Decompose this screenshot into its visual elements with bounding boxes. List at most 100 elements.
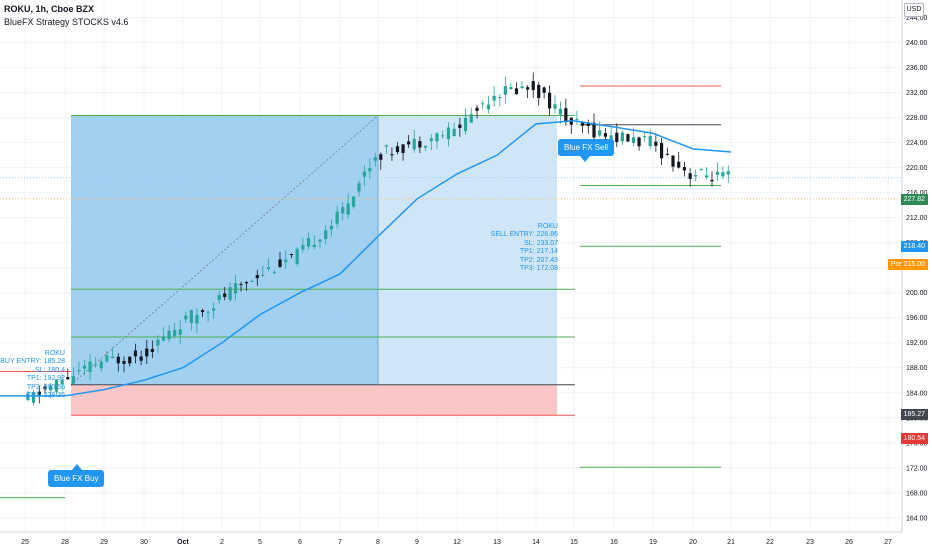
candle-body <box>609 135 613 141</box>
candle-body <box>654 141 658 146</box>
candle <box>446 122 451 147</box>
time-tick-label: 22 <box>766 539 774 546</box>
candle-body <box>379 154 383 160</box>
candle <box>390 147 394 161</box>
sell-info-line: ROKU <box>537 223 558 230</box>
candle-body <box>37 391 41 395</box>
candle-body <box>206 311 210 313</box>
candle-body <box>368 168 372 172</box>
candle <box>335 205 339 228</box>
candle <box>671 154 675 172</box>
candle <box>710 171 714 187</box>
time-tick-label: 9 <box>415 539 419 546</box>
candle-body <box>167 330 171 340</box>
candle-body <box>94 364 98 366</box>
candle <box>514 82 519 95</box>
candle <box>429 134 433 151</box>
candle-body <box>631 137 636 143</box>
candle <box>368 158 372 179</box>
candle <box>542 86 546 99</box>
sell-info-line: SL: 233.07 <box>524 239 558 247</box>
time-tick-label: 27 <box>884 539 892 546</box>
time-tick-label: 26 <box>845 539 853 546</box>
candle <box>289 253 294 259</box>
candle <box>88 353 92 381</box>
candle-body <box>526 87 530 90</box>
candle <box>558 101 563 124</box>
pre-market-tag: Pre 215.00 <box>887 259 928 270</box>
price-tick-label: 244.00 <box>906 15 928 22</box>
candle <box>498 93 502 107</box>
candle <box>94 357 98 368</box>
candle-body <box>77 370 81 372</box>
candle <box>423 145 428 151</box>
candle-body <box>458 124 462 128</box>
candle <box>384 144 388 154</box>
candle <box>435 132 439 149</box>
candle-body <box>721 172 725 177</box>
candle <box>128 356 132 367</box>
price-tick-label: 172.00 <box>906 465 928 472</box>
candle-body <box>469 114 473 123</box>
candle <box>395 142 400 155</box>
candle-body <box>592 122 596 138</box>
candle <box>233 274 238 301</box>
candle-body <box>671 155 675 167</box>
candle <box>637 136 641 151</box>
candle <box>37 385 41 404</box>
candle-body <box>357 183 361 192</box>
candle-body <box>704 175 709 178</box>
candle <box>105 351 109 364</box>
candle <box>715 162 720 181</box>
candle <box>654 133 658 152</box>
candle-body <box>200 310 205 312</box>
candle <box>329 219 334 237</box>
candle <box>122 356 126 373</box>
sell-info-line: TP3: 172.08 <box>519 265 558 273</box>
candle-body <box>49 385 53 391</box>
candle <box>82 359 87 376</box>
candle <box>195 308 199 333</box>
candle-body <box>250 280 254 282</box>
time-tick-label: 20 <box>689 539 697 546</box>
candle-body <box>244 281 249 284</box>
candle-body <box>26 393 30 401</box>
candle <box>412 129 416 153</box>
candle <box>212 302 216 319</box>
price-tick-label: 188.00 <box>906 365 928 372</box>
candle-body <box>659 143 664 159</box>
candle <box>357 180 361 197</box>
time-tick-label: 30 <box>140 539 148 546</box>
candle <box>324 225 328 245</box>
candle <box>531 72 535 99</box>
candle <box>407 135 411 148</box>
candle-body <box>351 196 356 207</box>
candle <box>145 339 149 365</box>
candle-body <box>278 259 282 267</box>
candle-body <box>161 336 166 341</box>
candle-body <box>60 379 64 385</box>
candle-body <box>82 365 87 369</box>
currency-button[interactable]: USD <box>904 3 924 17</box>
candle-body <box>498 97 502 99</box>
profit-extension-zone <box>378 115 557 385</box>
sell-info-line: SELL ENTRY: 226.86 <box>490 231 558 239</box>
stop-level-tag: 180.54 <box>900 433 928 444</box>
candle <box>206 310 210 322</box>
candle-body <box>446 127 451 140</box>
candle-body <box>133 350 138 357</box>
candle <box>278 251 282 269</box>
candle <box>54 379 59 395</box>
time-tick-label: 2 <box>220 539 224 546</box>
time-tick-label: 13 <box>493 539 501 546</box>
candle-body <box>217 294 221 301</box>
candle-body <box>452 128 456 137</box>
candle-body <box>715 171 720 175</box>
candle-body <box>710 179 714 182</box>
candle <box>469 107 473 123</box>
time-axis[interactable]: 25 28 29 30 Oct 2 5 6 7 8 9 12 13 14 15 16 19 20 21 22 23 26 2… <box>21 539 892 546</box>
candle <box>586 119 590 134</box>
candle-body <box>620 132 624 142</box>
buy-info-line: TP1: 192.92 <box>26 375 65 383</box>
